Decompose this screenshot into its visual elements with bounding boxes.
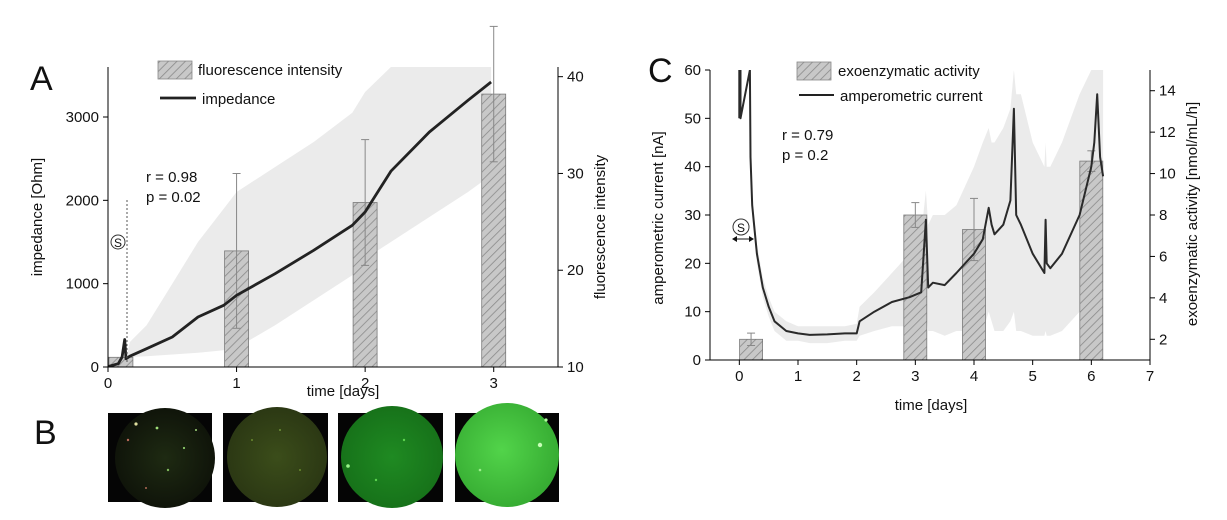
impedance-line [108, 80, 492, 367]
x-tick-label-c-1: 1 [794, 368, 802, 385]
c-correlation-r: r = 0.79 [782, 127, 833, 144]
y-tick-label-c-10: 10 [684, 304, 701, 321]
y2-tick-label-c-8: 8 [1159, 207, 1167, 224]
x-tick-label-c-4: 4 [970, 368, 978, 385]
a-correlation-r: r = 0.98 [146, 169, 197, 186]
fluorescence-bars [108, 25, 507, 368]
panel-b: B [34, 403, 559, 508]
panel-b-letter: B [34, 414, 57, 452]
y2-tick-label-c-10: 10 [1159, 166, 1176, 183]
y-tick-label-a-0: 0 [91, 359, 99, 376]
microscopy-image-day-0 [108, 408, 215, 508]
panel-a-letter: A [30, 60, 53, 98]
legend-a-bar-label: fluorescence intensity [198, 62, 343, 79]
a-correlation-p: p = 0.02 [146, 189, 201, 206]
y-tick-label-a-1000: 1000 [66, 276, 99, 293]
stimulus-arrowheads-c [732, 236, 754, 242]
y-tick-label-c-50: 50 [684, 110, 701, 127]
legend-a: fluorescence intensity impedance [157, 60, 343, 108]
panel-c-plot: S [732, 70, 1105, 361]
x-tick-label-c-2: 2 [852, 368, 860, 385]
stimulus-marker-a [110, 234, 126, 250]
legend-c-bar-label: exoenzymatic activity [838, 63, 980, 80]
y2-tick-label-c-6: 6 [1159, 248, 1167, 265]
c-x-axis-title: time [days] [895, 397, 968, 414]
x-tick-label-c-5: 5 [1028, 368, 1036, 385]
y-tick-label-a-2000: 2000 [66, 192, 99, 209]
y-tick-label-c-40: 40 [684, 159, 701, 176]
x-tick-label-a-3: 3 [490, 375, 498, 392]
panel-c-letter: C [648, 52, 673, 90]
x-tick-label-c-6: 6 [1087, 368, 1095, 385]
panel-a-plot: S [108, 25, 507, 368]
y-tick-label-c-20: 20 [684, 255, 701, 272]
x-tick-label-c-7: 7 [1146, 368, 1154, 385]
y2-tick-label-c-12: 12 [1159, 124, 1176, 141]
x-tick-label-a-0: 0 [104, 375, 112, 392]
y2-tick-label-c-2: 2 [1159, 331, 1167, 348]
y-tick-label-c-0: 0 [693, 352, 701, 369]
x-tick-label-c-0: 0 [735, 368, 743, 385]
c-y-axis-title: amperometric current [nA] [650, 131, 667, 304]
a-y2-axis-title: fluorescence intensity [592, 154, 609, 299]
c-correlation-p: p = 0.2 [782, 147, 828, 164]
bar-c-3 [1079, 160, 1104, 361]
legend-a-line-label: impedance [202, 91, 275, 108]
legend-c-line-label: amperometric current [840, 88, 983, 105]
x-tick-label-a-2: 2 [361, 375, 369, 392]
microscopy-image-day-2 [338, 406, 443, 508]
y2-tick-label-c-4: 4 [1159, 290, 1167, 307]
stimulus-marker-c [732, 218, 750, 236]
bar-c-1 [903, 214, 928, 361]
microscopy-image-day-1 [223, 407, 328, 507]
y-tick-label-c-30: 30 [684, 207, 701, 224]
impedance-error-band [108, 67, 492, 367]
y2-tick-label-a-10: 10 [567, 359, 584, 376]
stimulus-label-c: S [737, 221, 745, 235]
a-x-axis-title: time [days] [307, 383, 380, 400]
y-tick-label-a-3000: 3000 [66, 109, 99, 126]
x-tick-label-c-3: 3 [911, 368, 919, 385]
stimulus-label-a: S [114, 236, 122, 250]
c-y2-axis-title: exoenzymatic activity [nmol/mL/h] [1184, 102, 1201, 326]
a-y-axis-title: impedance [Ohm] [29, 158, 46, 276]
y-tick-label-c-60: 60 [684, 62, 701, 79]
exoenzymatic-bars [739, 150, 1104, 361]
y2-tick-label-a-30: 30 [567, 165, 584, 182]
legend-c-bar-swatch [796, 61, 832, 81]
microscopy-image-day-3 [455, 403, 559, 507]
y2-tick-label-a-40: 40 [567, 69, 584, 86]
x-tick-label-a-1: 1 [232, 375, 240, 392]
amperometric-line [738, 70, 1105, 336]
y2-tick-label-a-20: 20 [567, 262, 584, 279]
y2-tick-label-c-14: 14 [1159, 83, 1176, 100]
legend-a-bar-swatch [157, 60, 193, 80]
legend-c: exoenzymatic activity amperometric curre… [796, 61, 983, 105]
